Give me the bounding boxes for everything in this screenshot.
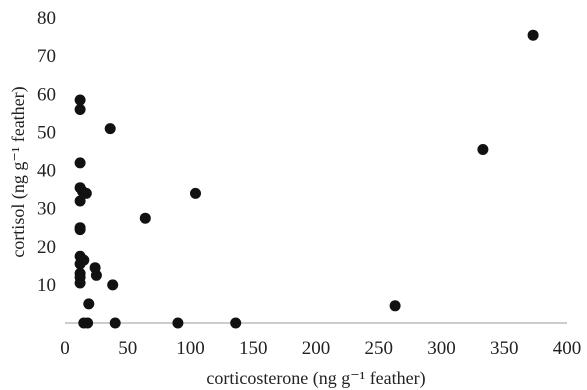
- data-point: [75, 196, 86, 207]
- data-point: [390, 300, 401, 311]
- data-point: [91, 270, 102, 281]
- data-point: [78, 255, 89, 266]
- data-point: [75, 95, 86, 106]
- y-tick-label: 20: [37, 237, 56, 258]
- x-tick-label: 100: [176, 338, 205, 359]
- x-tick-label: 250: [365, 338, 394, 359]
- x-tick-label: 150: [239, 338, 268, 359]
- x-tick-label: 400: [553, 338, 582, 359]
- data-point: [75, 157, 86, 168]
- y-tick-label: 60: [37, 84, 56, 105]
- y-tick-label: 80: [37, 8, 56, 29]
- x-axis-title: corticosterone (ng g⁻¹ feather): [206, 368, 425, 389]
- data-point: [75, 278, 86, 289]
- data-point: [75, 104, 86, 115]
- y-tick-label: 50: [37, 122, 56, 143]
- data-point: [75, 224, 86, 235]
- data-point: [528, 30, 539, 41]
- x-tick-label: 0: [60, 338, 70, 359]
- x-tick-label: 200: [302, 338, 331, 359]
- data-point: [105, 123, 116, 134]
- x-tick-label: 300: [427, 338, 456, 359]
- y-tick-label: 70: [37, 46, 56, 67]
- y-tick-label: 30: [37, 199, 56, 220]
- x-tick-label: 50: [118, 338, 137, 359]
- data-point: [83, 298, 94, 309]
- data-point: [110, 318, 121, 329]
- y-tick-label: 10: [37, 275, 56, 296]
- data-point: [107, 279, 118, 290]
- data-point: [477, 144, 488, 155]
- data-point: [82, 318, 93, 329]
- y-tick-label: 40: [37, 161, 56, 182]
- data-point: [230, 318, 241, 329]
- tick-labels: 0 50 100 150 200 250 300 350 400 10 20 30 40 50 60 70 80: [37, 8, 581, 359]
- data-point: [190, 188, 201, 199]
- data-point: [172, 318, 183, 329]
- x-tick-label: 350: [490, 338, 519, 359]
- y-axis-title: cortisol (ng g⁻¹ feather): [8, 86, 29, 257]
- data-points: [75, 30, 539, 329]
- data-point: [140, 213, 151, 224]
